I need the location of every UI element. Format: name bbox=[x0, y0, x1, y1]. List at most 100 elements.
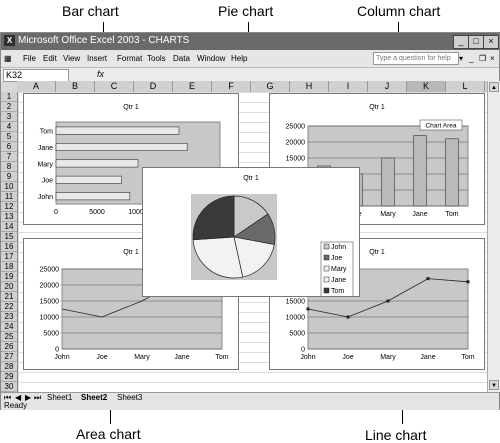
area-tick-label: 20000 bbox=[40, 283, 60, 290]
row-header-20[interactable]: 20 bbox=[1, 282, 17, 292]
row-header-25[interactable]: 25 bbox=[1, 332, 17, 342]
bar-tick-label: 5000 bbox=[89, 209, 105, 216]
column-header-a[interactable]: A bbox=[17, 81, 56, 92]
bar-joe bbox=[55, 175, 122, 184]
maximize-icon[interactable]: □ bbox=[468, 35, 484, 49]
row-header-16[interactable]: 16 bbox=[1, 242, 17, 252]
row-header-13[interactable]: 13 bbox=[1, 212, 17, 222]
bar-chart-callout: Bar chart bbox=[62, 3, 119, 19]
menu-data[interactable]: Data bbox=[173, 54, 190, 63]
bar-category-label: Tom bbox=[40, 128, 53, 135]
row-header-29[interactable]: 29 bbox=[1, 372, 17, 382]
row-header-19[interactable]: 19 bbox=[1, 272, 17, 282]
column-header-c[interactable]: C bbox=[95, 81, 134, 92]
row-header-27[interactable]: 27 bbox=[1, 352, 17, 362]
fx-icon[interactable]: fx bbox=[97, 69, 105, 79]
status-bar: Ready bbox=[1, 402, 499, 410]
line-category-label: John bbox=[300, 354, 315, 361]
column-header-h[interactable]: H bbox=[290, 81, 329, 92]
column-header-e[interactable]: E bbox=[173, 81, 212, 92]
workbook-icon[interactable]: ▦ bbox=[4, 54, 12, 63]
row-header-12[interactable]: 12 bbox=[1, 202, 17, 212]
column-header-j[interactable]: J bbox=[368, 81, 407, 92]
row-header-22[interactable]: 22 bbox=[1, 302, 17, 312]
area-tick-label: 0 bbox=[55, 347, 59, 354]
tab-sheet1[interactable]: Sheet1 bbox=[47, 393, 73, 402]
row-header-5[interactable]: 5 bbox=[1, 132, 17, 142]
menu-view[interactable]: View bbox=[63, 54, 81, 63]
pie-legend-box bbox=[320, 241, 354, 305]
row-header-18[interactable]: 18 bbox=[1, 262, 17, 272]
scroll-up-icon[interactable]: ▲ bbox=[489, 82, 499, 92]
row-header-26[interactable]: 26 bbox=[1, 342, 17, 352]
row-header-30[interactable]: 30 bbox=[1, 382, 17, 392]
row-header-23[interactable]: 23 bbox=[1, 312, 17, 322]
row-header-21[interactable]: 21 bbox=[1, 292, 17, 302]
pie-chart[interactable]: Qtr 1 John Joe Mary Jane Tom bbox=[142, 167, 360, 305]
bar-tick-label: 10000 bbox=[128, 209, 148, 216]
help-search-input[interactable]: Type a question for help bbox=[373, 52, 459, 65]
line-marker-joe bbox=[346, 315, 350, 319]
menu-tools[interactable]: Tools bbox=[147, 54, 166, 63]
row-header-7[interactable]: 7 bbox=[1, 152, 17, 162]
row-header-28[interactable]: 28 bbox=[1, 362, 17, 372]
pie-legend-label: John bbox=[331, 244, 346, 251]
tab-first-icon[interactable]: ⏮ bbox=[4, 393, 12, 402]
column-tick-label: 15000 bbox=[286, 156, 306, 163]
tab-last-icon[interactable]: ⏭ bbox=[34, 393, 42, 402]
row-header-17[interactable]: 17 bbox=[1, 252, 17, 262]
column-header-d[interactable]: D bbox=[134, 81, 173, 92]
row-header-14[interactable]: 14 bbox=[1, 222, 17, 232]
vertical-scrollbar[interactable]: ▲ ▼ bbox=[487, 81, 500, 392]
row-header-24[interactable]: 24 bbox=[1, 322, 17, 332]
row-header-8[interactable]: 8 bbox=[1, 162, 17, 172]
tab-next-icon[interactable]: ▶ bbox=[25, 393, 32, 402]
line-category-label: Joe bbox=[342, 354, 353, 361]
column-header-l[interactable]: L bbox=[446, 81, 485, 92]
row-header-11[interactable]: 11 bbox=[1, 192, 17, 202]
area-tick-label: 5000 bbox=[43, 331, 59, 338]
line-chart-title: Qtr 1 bbox=[369, 249, 385, 256]
row-header-15[interactable]: 15 bbox=[1, 232, 17, 242]
tab-sheet3[interactable]: Sheet3 bbox=[117, 393, 143, 402]
column-header-f[interactable]: F bbox=[212, 81, 251, 92]
row-header-4[interactable]: 4 bbox=[1, 122, 17, 132]
close-icon[interactable]: × bbox=[483, 35, 499, 49]
column-category-label: Mary bbox=[380, 211, 396, 218]
column-jane bbox=[413, 135, 427, 207]
help-dropdown-icon[interactable]: ▾ bbox=[459, 54, 464, 63]
doc-restore-icon[interactable]: ❐ bbox=[479, 54, 487, 63]
area-category-label: John bbox=[54, 354, 69, 361]
pie-legend-swatch-mary bbox=[323, 265, 330, 272]
tab-prev-icon[interactable]: ◀ bbox=[15, 393, 22, 402]
bar-tick-label: 0 bbox=[54, 209, 58, 216]
column-header-g[interactable]: G bbox=[251, 81, 290, 92]
row-header-3[interactable]: 3 bbox=[1, 112, 17, 122]
pie-slice-jane bbox=[192, 236, 244, 279]
row-header-10[interactable]: 10 bbox=[1, 182, 17, 192]
bar-mary bbox=[55, 159, 139, 168]
column-header-k[interactable]: K bbox=[407, 81, 446, 92]
area-category-label: Jane bbox=[174, 354, 189, 361]
row-header-2[interactable]: 2 bbox=[1, 102, 17, 112]
tab-sheet2[interactable]: Sheet2 bbox=[81, 393, 108, 402]
pie-legend-swatch-john bbox=[323, 243, 330, 250]
row-header-9[interactable]: 9 bbox=[1, 172, 17, 182]
doc-close-icon[interactable]: × bbox=[490, 54, 495, 63]
menu-edit[interactable]: Edit bbox=[43, 54, 57, 63]
pie-chart-title: Qtr 1 bbox=[243, 175, 259, 182]
menu-format[interactable]: Format bbox=[117, 54, 143, 63]
bar-category-label: Jane bbox=[38, 145, 53, 152]
row-header-1[interactable]: 1 bbox=[1, 92, 17, 102]
menu-window[interactable]: Window bbox=[197, 54, 226, 63]
bar-john bbox=[55, 192, 131, 201]
minimize-icon[interactable]: _ bbox=[453, 35, 469, 49]
doc-minimize-icon[interactable]: _ bbox=[469, 54, 474, 63]
menu-insert[interactable]: Insert bbox=[87, 54, 108, 63]
menu-help[interactable]: Help bbox=[231, 54, 248, 63]
column-header-i[interactable]: I bbox=[329, 81, 368, 92]
menu-file[interactable]: File bbox=[23, 54, 36, 63]
row-header-6[interactable]: 6 bbox=[1, 142, 17, 152]
column-header-b[interactable]: B bbox=[56, 81, 95, 92]
scroll-down-icon[interactable]: ▼ bbox=[489, 380, 499, 390]
